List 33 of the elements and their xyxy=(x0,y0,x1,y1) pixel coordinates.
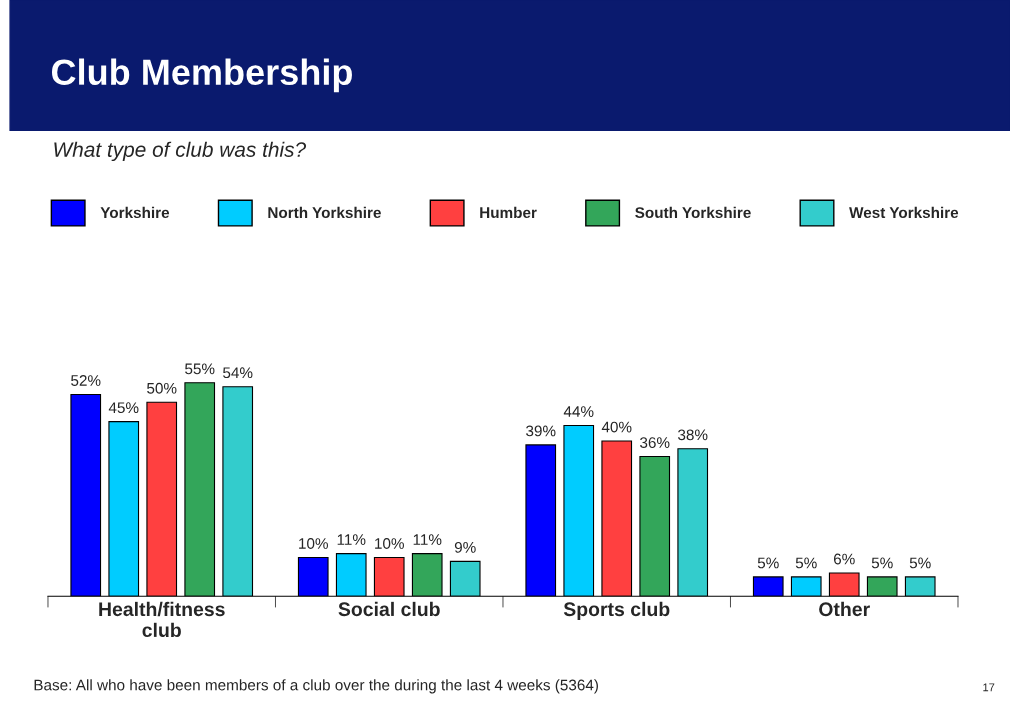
data-label: 36% xyxy=(640,437,670,448)
data-label: 11% xyxy=(337,534,366,545)
data-label: 5% xyxy=(909,557,931,569)
data-label: 54% xyxy=(223,367,253,379)
data-label: 39% xyxy=(526,425,556,437)
data-label: 50% xyxy=(147,382,177,394)
data-label: 10% xyxy=(375,538,404,549)
text: Base: All who have been members of a club over the during the last 4 weeks (5364) xyxy=(34,679,598,694)
data-label: 5% xyxy=(795,557,817,569)
legend-label: West Yorkshire xyxy=(849,206,959,219)
data-label: 6% xyxy=(833,553,855,565)
data-label: 44% xyxy=(563,406,594,417)
x-tick-label: Health/fitness club xyxy=(99,601,225,638)
data-label: 5% xyxy=(757,557,779,569)
legend-label: South Yorkshire xyxy=(635,206,751,219)
legend-label: Yorkshire xyxy=(100,206,170,219)
chart-subtitle: What type of club was this? xyxy=(54,141,307,162)
data-label: 11% xyxy=(413,534,442,545)
data-label: 9% xyxy=(454,541,476,553)
data-label: 45% xyxy=(108,402,139,414)
data-label: 55% xyxy=(185,363,215,375)
x-tick-label: Other xyxy=(819,601,870,617)
x-tick-label: Social club xyxy=(338,601,440,617)
data-label: 5% xyxy=(871,557,893,569)
text: 17 xyxy=(983,683,995,692)
legend-label: Humber xyxy=(480,206,537,219)
legend-label: North Yorkshire xyxy=(268,206,381,219)
data-label: 38% xyxy=(678,429,708,441)
x-tick-label: Sports club xyxy=(563,601,670,620)
data-label: 10% xyxy=(299,538,328,549)
data-label: 52% xyxy=(71,375,101,386)
chart-title: Club Membership xyxy=(51,58,352,93)
data-label: 40% xyxy=(601,421,632,433)
